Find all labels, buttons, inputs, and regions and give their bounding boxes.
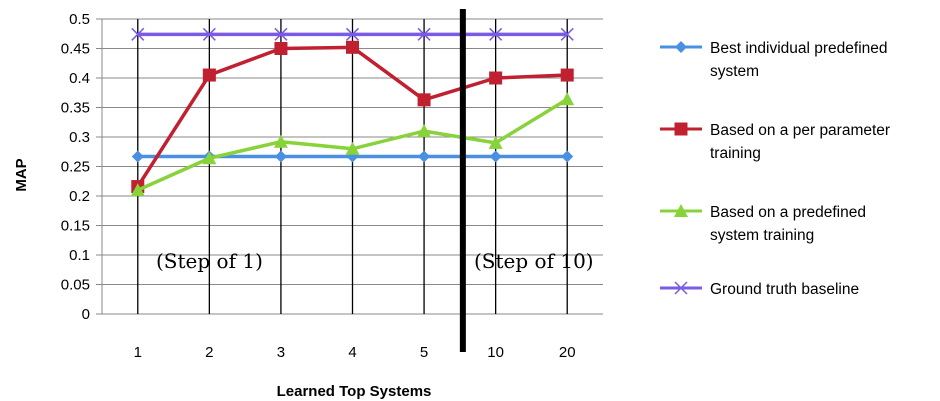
series-3-point-0	[131, 27, 145, 41]
y-tick-label-0.05: 0.05	[61, 277, 90, 294]
series-0-point-5	[489, 150, 502, 163]
legend-entry-3: Ground truth baseline	[660, 281, 859, 298]
series-2-point-5	[488, 135, 503, 149]
series-group	[130, 27, 575, 197]
y-tick-label-0.25: 0.25	[61, 159, 90, 176]
series-1-point-3	[346, 40, 359, 54]
legend-marker-2	[674, 204, 688, 217]
series-0-point-0	[131, 150, 144, 163]
series-3-point-2	[274, 27, 288, 41]
y-tick-label-0.35: 0.35	[61, 100, 90, 117]
series-1-point-4	[417, 93, 431, 107]
series-3-point-6	[560, 27, 574, 41]
series-3-point-1	[202, 27, 216, 41]
legend-label-2-0: Based on a predefined	[710, 204, 866, 221]
annotation-step-of-1: (Step of 1)	[156, 249, 263, 273]
y-tick-label-0.4: 0.4	[69, 70, 90, 87]
series-3-point-5	[489, 27, 503, 41]
legend-label-1-0: Based on a per parameter	[710, 122, 890, 139]
series-2-point-3	[345, 141, 360, 155]
y-tick-labels: 0 0.05 0.1 0.15 0.2 0.25 0.3 0.35 0.4 0.45 0.5	[61, 11, 90, 323]
legend-label-3-0: Ground truth baseline	[710, 281, 859, 298]
category-lines	[137, 19, 568, 314]
series-1-point-2	[274, 42, 288, 55]
legend-label-1-1: training	[710, 145, 761, 162]
series-2-point-1	[202, 151, 217, 165]
y-tick-label-0.2: 0.2	[69, 188, 90, 205]
series-2-point-2	[273, 134, 288, 148]
y-tick-label-0.3: 0.3	[69, 129, 90, 146]
y-tick-label-0.1: 0.1	[69, 247, 90, 264]
x-tick-labels: 1 2 3 4 5 10 20	[134, 344, 576, 361]
x-tick-label-3: 3	[277, 344, 285, 361]
series-2-point-6	[560, 92, 575, 106]
y-tick-label-0.15: 0.15	[61, 218, 90, 235]
legend-marker-0	[675, 41, 687, 53]
y-tick-label-0: 0	[82, 306, 90, 323]
legend-marker-1	[674, 122, 688, 136]
series-3	[131, 27, 574, 41]
x-tick-label-1: 1	[134, 344, 142, 361]
legend-label-0-0: Best individual predefined	[710, 40, 888, 57]
x-axis-title: Learned Top Systems	[277, 383, 432, 400]
series-2	[130, 92, 575, 197]
series-3-point-3	[345, 27, 360, 41]
x-tick-label-5: 5	[420, 344, 428, 361]
series-1-point-5	[489, 71, 503, 85]
legend-label-0-1: system	[710, 63, 759, 80]
y-axis-title: MAP	[13, 158, 30, 191]
legend-entry-1: Based on a per parameter training	[660, 122, 890, 162]
legend: Best individual predefined system Based on…	[660, 40, 890, 298]
legend-label-2-1: system training	[710, 227, 814, 244]
x-tick-label-2: 2	[205, 344, 213, 361]
series-0-point-6	[561, 150, 574, 163]
x-tick-label-4: 4	[348, 344, 356, 361]
y-tick-label-0.5: 0.5	[69, 11, 90, 28]
series-2-point-4	[417, 124, 432, 138]
series-1-point-6	[560, 68, 574, 82]
series-0-point-2	[274, 150, 287, 163]
legend-entry-2: Based on a predefined system training	[660, 204, 866, 244]
x-tick-label-20: 20	[559, 344, 576, 361]
x-tick-label-10: 10	[487, 344, 504, 361]
legend-marker-3	[674, 281, 688, 295]
series-2-point-0	[130, 183, 145, 197]
legend-entry-0: Best individual predefined system	[660, 40, 888, 80]
annotation-step-of-10: (Step of 10)	[474, 249, 594, 273]
series-1-point-1	[202, 68, 216, 82]
y-tick-label-0.45: 0.45	[61, 41, 90, 58]
series-3-point-4	[417, 27, 431, 41]
series-0-point-4	[418, 150, 431, 163]
